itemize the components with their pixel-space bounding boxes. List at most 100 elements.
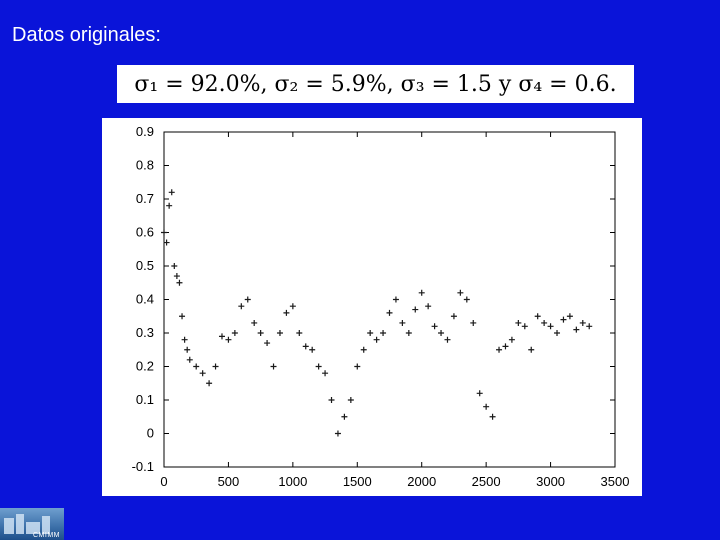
x-tick-label: 1000 xyxy=(278,474,307,489)
y-tick-label: 0.9 xyxy=(136,124,154,139)
data-point xyxy=(176,279,183,286)
x-tick-label: 1500 xyxy=(343,474,372,489)
data-point xyxy=(367,330,374,336)
data-point xyxy=(251,319,258,326)
data-point xyxy=(502,343,509,350)
data-point xyxy=(579,319,586,326)
data-point xyxy=(238,303,245,310)
data-point xyxy=(341,413,348,420)
y-tick-label: 0.8 xyxy=(136,158,154,173)
data-point xyxy=(354,363,361,370)
y-tick-label: 0.6 xyxy=(136,225,154,240)
data-point xyxy=(386,309,393,316)
data-point xyxy=(496,346,503,353)
data-point xyxy=(163,239,170,246)
data-point xyxy=(173,273,180,280)
data-point xyxy=(586,323,593,330)
x-tick-label: 2000 xyxy=(407,474,436,489)
x-tick-label: 2500 xyxy=(472,474,501,489)
x-tick-label: 500 xyxy=(218,474,240,489)
y-tick-label: 0.5 xyxy=(136,258,154,273)
data-point xyxy=(515,319,522,326)
data-point xyxy=(231,330,238,336)
data-point xyxy=(470,319,477,326)
data-point xyxy=(412,306,419,313)
data-point xyxy=(431,323,438,330)
data-point xyxy=(212,363,219,370)
data-point xyxy=(534,313,541,320)
x-tick-label: 0 xyxy=(160,474,167,489)
data-point xyxy=(206,380,213,387)
data-point xyxy=(161,229,167,236)
data-point xyxy=(334,430,341,437)
data-point xyxy=(347,397,354,403)
data-point xyxy=(392,296,399,303)
data-point xyxy=(566,313,573,320)
data-point xyxy=(418,289,425,296)
data-point xyxy=(315,363,322,370)
x-tick-label: 3500 xyxy=(601,474,630,489)
data-point xyxy=(244,296,251,303)
formula-text: σ₁ = 92.0%, σ₂ = 5.9%, σ₃ = 1.5 y σ₄ = 0… xyxy=(134,71,617,97)
data-point xyxy=(373,336,380,343)
data-point xyxy=(457,289,464,296)
x-tick-label: 3000 xyxy=(536,474,565,489)
data-point xyxy=(541,319,548,326)
data-point xyxy=(296,330,303,336)
data-point xyxy=(328,397,335,403)
data-point xyxy=(405,330,412,336)
y-tick-label: 0.3 xyxy=(136,325,154,340)
y-tick-label: 0 xyxy=(147,426,154,441)
data-point xyxy=(476,390,483,397)
data-point xyxy=(573,326,580,333)
data-point xyxy=(302,343,309,350)
y-tick-label: -0.1 xyxy=(132,459,154,474)
data-point xyxy=(560,316,567,323)
data-point xyxy=(264,340,271,347)
data-point xyxy=(450,313,457,320)
data-point xyxy=(425,303,432,310)
data-point xyxy=(199,370,206,377)
data-point xyxy=(186,356,193,363)
data-point xyxy=(438,330,445,336)
data-point xyxy=(168,189,175,196)
data-point xyxy=(554,330,561,336)
y-tick-label: 0.7 xyxy=(136,191,154,206)
formula: σ₁ = 92.0%, σ₂ = 5.9%, σ₃ = 1.5 y σ₄ = 0… xyxy=(117,65,634,103)
data-point xyxy=(181,336,188,343)
y-tick-label: 0.4 xyxy=(136,292,154,307)
data-point xyxy=(270,363,277,370)
data-point xyxy=(380,330,387,336)
slide-title: Datos originales: xyxy=(12,24,161,46)
plot-frame xyxy=(163,131,616,468)
data-point xyxy=(483,403,490,410)
data-point xyxy=(166,202,173,209)
data-point xyxy=(179,313,186,320)
institution-logo: CMIMM xyxy=(0,508,64,540)
plot-panel: 0 500 1000 1500 2000 2500 3000 3500 -0.1 0 0.1 0.2 0… xyxy=(102,118,642,496)
data-point xyxy=(399,319,406,326)
data-point xyxy=(193,363,200,370)
data-point xyxy=(508,336,515,343)
logo-text: CMIMM xyxy=(33,532,60,539)
data-point xyxy=(171,263,178,269)
data-point xyxy=(257,330,264,336)
data-point xyxy=(184,346,191,353)
data-point xyxy=(489,413,496,420)
scatter-chart: 0 500 1000 1500 2000 2500 3000 3500 -0.1 0 0.1 0.2 0… xyxy=(132,124,630,489)
data-point xyxy=(463,296,470,303)
data-point xyxy=(360,346,367,353)
data-point xyxy=(444,336,451,343)
data-point xyxy=(218,333,225,340)
data-point xyxy=(547,323,554,330)
data-point xyxy=(289,303,296,310)
data-point xyxy=(276,330,283,336)
y-tick-label: 0.2 xyxy=(136,359,154,374)
data-point xyxy=(528,346,535,353)
y-tick-label: 0.1 xyxy=(136,392,154,407)
data-point xyxy=(225,336,232,343)
data-point xyxy=(322,370,329,377)
data-point xyxy=(309,346,316,353)
data-point xyxy=(521,323,528,330)
data-point xyxy=(283,309,290,316)
